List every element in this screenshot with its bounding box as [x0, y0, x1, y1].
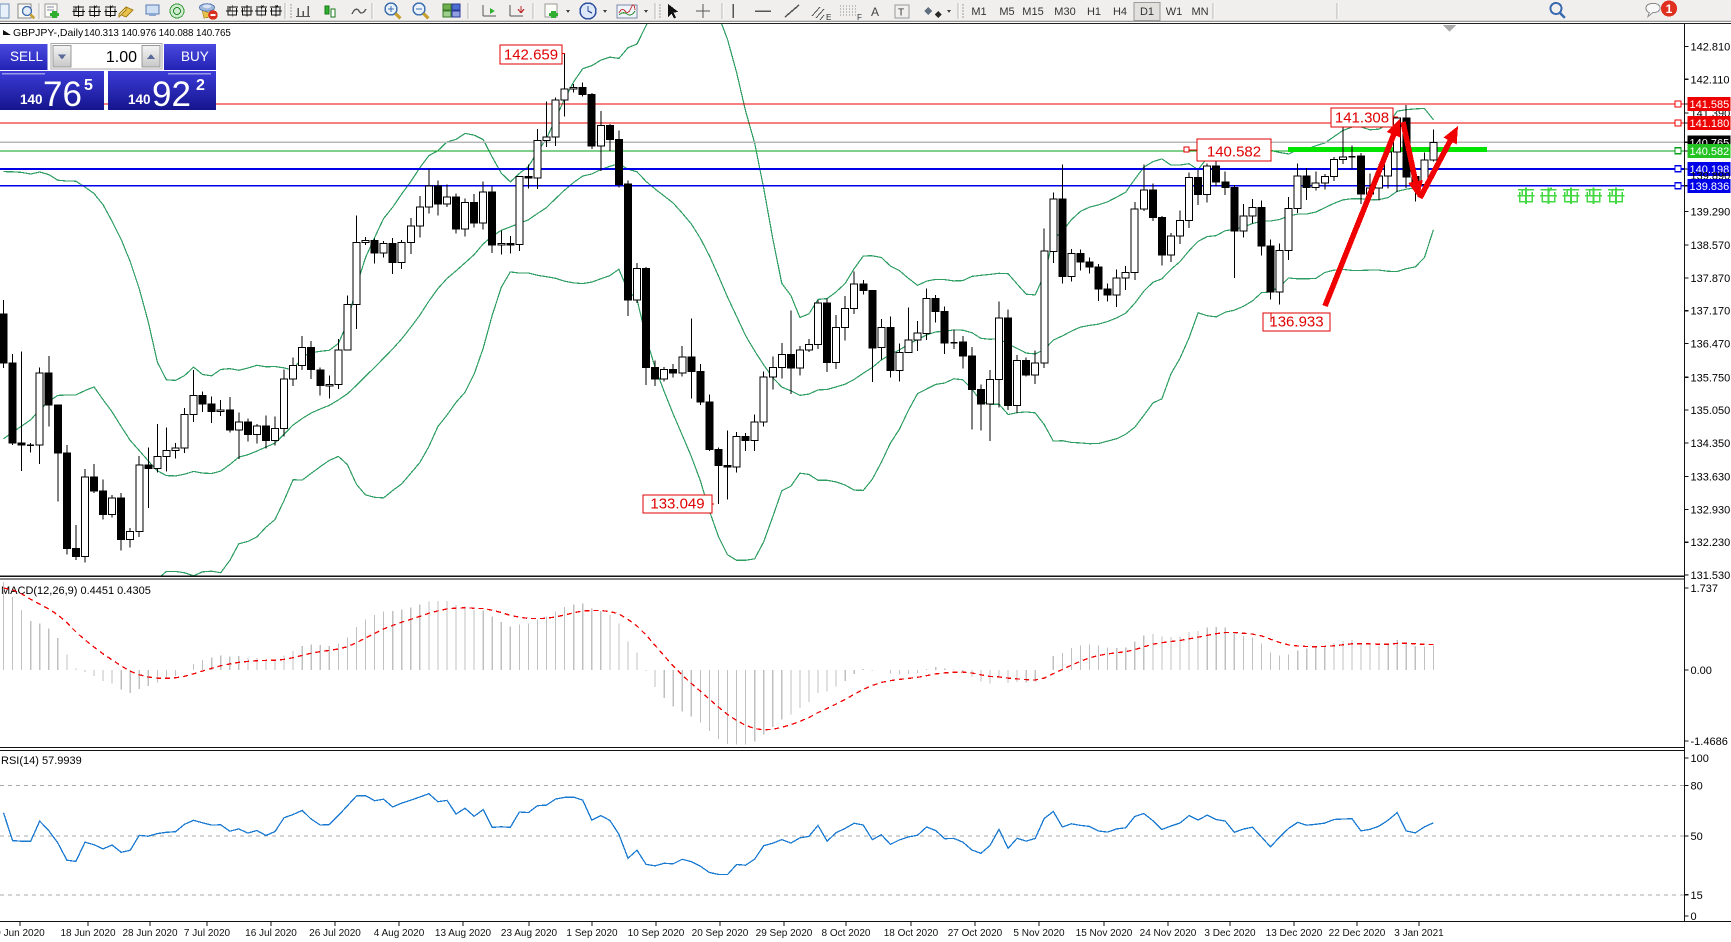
svg-text:80: 80	[1691, 781, 1703, 793]
svg-text:F: F	[857, 13, 862, 22]
svg-text:MACD(12,26,9) 0.4451 0.4305: MACD(12,26,9) 0.4451 0.4305	[1, 585, 151, 597]
svg-text:50: 50	[1691, 831, 1703, 843]
svg-text:92: 92	[152, 75, 191, 114]
svg-text:MN: MN	[1191, 6, 1208, 18]
svg-text:141.585: 141.585	[1690, 99, 1730, 111]
svg-text:H4: H4	[1113, 6, 1127, 18]
svg-text:W1: W1	[1166, 6, 1183, 18]
svg-text:15 Nov 2020: 15 Nov 2020	[1076, 928, 1133, 939]
svg-text:2: 2	[196, 77, 205, 94]
svg-text:T: T	[898, 8, 904, 19]
svg-text:136.470: 136.470	[1691, 339, 1731, 351]
svg-text:M30: M30	[1054, 6, 1075, 18]
svg-text:H1: H1	[1087, 6, 1101, 18]
svg-text:24 Nov 2020: 24 Nov 2020	[1140, 928, 1197, 939]
svg-text:131.530: 131.530	[1691, 570, 1731, 582]
svg-text:10 Sep 2020: 10 Sep 2020	[628, 928, 685, 939]
svg-text:1: 1	[1666, 2, 1673, 16]
svg-text:BUY: BUY	[181, 49, 209, 64]
svg-text:3 Dec 2020: 3 Dec 2020	[1204, 928, 1256, 939]
svg-text:M15: M15	[1022, 6, 1043, 18]
svg-text:3 Jan 2021: 3 Jan 2021	[1394, 928, 1444, 939]
svg-text:140.198: 140.198	[1690, 164, 1730, 176]
svg-text:0: 0	[1691, 911, 1697, 923]
svg-text:140: 140	[128, 92, 151, 107]
svg-text:140.582: 140.582	[1690, 146, 1730, 158]
svg-text:9 Jun 2020: 9 Jun 2020	[0, 928, 45, 939]
svg-text:15: 15	[1691, 890, 1703, 902]
svg-text:1.737: 1.737	[1691, 583, 1719, 595]
svg-text:137.870: 137.870	[1691, 273, 1731, 285]
svg-text:135.750: 135.750	[1691, 372, 1731, 384]
svg-text:142.659: 142.659	[504, 47, 558, 64]
svg-text:142.810: 142.810	[1691, 42, 1731, 54]
svg-text:142.110: 142.110	[1691, 74, 1730, 86]
svg-text:139.290: 139.290	[1691, 206, 1731, 218]
svg-text:134.350: 134.350	[1691, 438, 1731, 450]
svg-text:133.630: 133.630	[1691, 472, 1731, 484]
svg-text:M1: M1	[971, 6, 986, 18]
svg-text:140.313 140.976 140.088 140.76: 140.313 140.976 140.088 140.765	[84, 28, 231, 39]
svg-text:100: 100	[1691, 753, 1709, 765]
svg-text:18 Oct 2020: 18 Oct 2020	[884, 928, 939, 939]
svg-text:8 Oct 2020: 8 Oct 2020	[822, 928, 871, 939]
svg-text:D1: D1	[1140, 6, 1154, 18]
svg-text:76: 76	[43, 75, 82, 114]
svg-text:-1.4686: -1.4686	[1691, 736, 1728, 748]
svg-text:18 Jun 2020: 18 Jun 2020	[60, 928, 115, 939]
svg-text:26 Jul 2020: 26 Jul 2020	[309, 928, 361, 939]
svg-text:29 Sep 2020: 29 Sep 2020	[756, 928, 813, 939]
svg-text:5: 5	[84, 77, 93, 94]
svg-text:140.582: 140.582	[1207, 144, 1261, 161]
svg-text:GBPJPY-,Daily: GBPJPY-,Daily	[13, 27, 84, 39]
svg-text:23 Aug 2020: 23 Aug 2020	[501, 928, 558, 939]
svg-text:M5: M5	[999, 6, 1014, 18]
svg-text:RSI(14) 57.9939: RSI(14) 57.9939	[1, 755, 82, 767]
svg-text:4 Aug 2020: 4 Aug 2020	[374, 928, 425, 939]
svg-text:13 Dec 2020: 13 Dec 2020	[1266, 928, 1323, 939]
svg-text:135.050: 135.050	[1691, 405, 1731, 417]
svg-text:137.170: 137.170	[1691, 306, 1731, 318]
svg-text:13 Aug 2020: 13 Aug 2020	[435, 928, 492, 939]
svg-text:22 Dec 2020: 22 Dec 2020	[1329, 928, 1386, 939]
svg-text:140: 140	[20, 92, 43, 107]
svg-text:A: A	[871, 5, 879, 19]
svg-text:E: E	[826, 13, 831, 22]
svg-text:20 Sep 2020: 20 Sep 2020	[692, 928, 749, 939]
svg-text:141.180: 141.180	[1690, 118, 1730, 130]
svg-text:0.00: 0.00	[1691, 665, 1712, 677]
svg-text:138.570: 138.570	[1691, 240, 1731, 252]
svg-text:1 Sep 2020: 1 Sep 2020	[566, 928, 618, 939]
svg-text:132.230: 132.230	[1691, 537, 1731, 549]
svg-text:132.930: 132.930	[1691, 504, 1731, 516]
svg-text:139.836: 139.836	[1690, 181, 1730, 193]
svg-text:27 Oct 2020: 27 Oct 2020	[948, 928, 1003, 939]
svg-text:28 Jun 2020: 28 Jun 2020	[122, 928, 177, 939]
svg-text:SELL: SELL	[10, 49, 44, 64]
svg-text:16 Jul 2020: 16 Jul 2020	[245, 928, 297, 939]
svg-text:141.308: 141.308	[1335, 110, 1389, 127]
svg-text:133.049: 133.049	[650, 496, 704, 513]
svg-text:7 Jul 2020: 7 Jul 2020	[184, 928, 231, 939]
svg-text:136.933: 136.933	[1269, 314, 1323, 331]
svg-text:5 Nov 2020: 5 Nov 2020	[1013, 928, 1065, 939]
svg-text:1.00: 1.00	[106, 49, 137, 66]
